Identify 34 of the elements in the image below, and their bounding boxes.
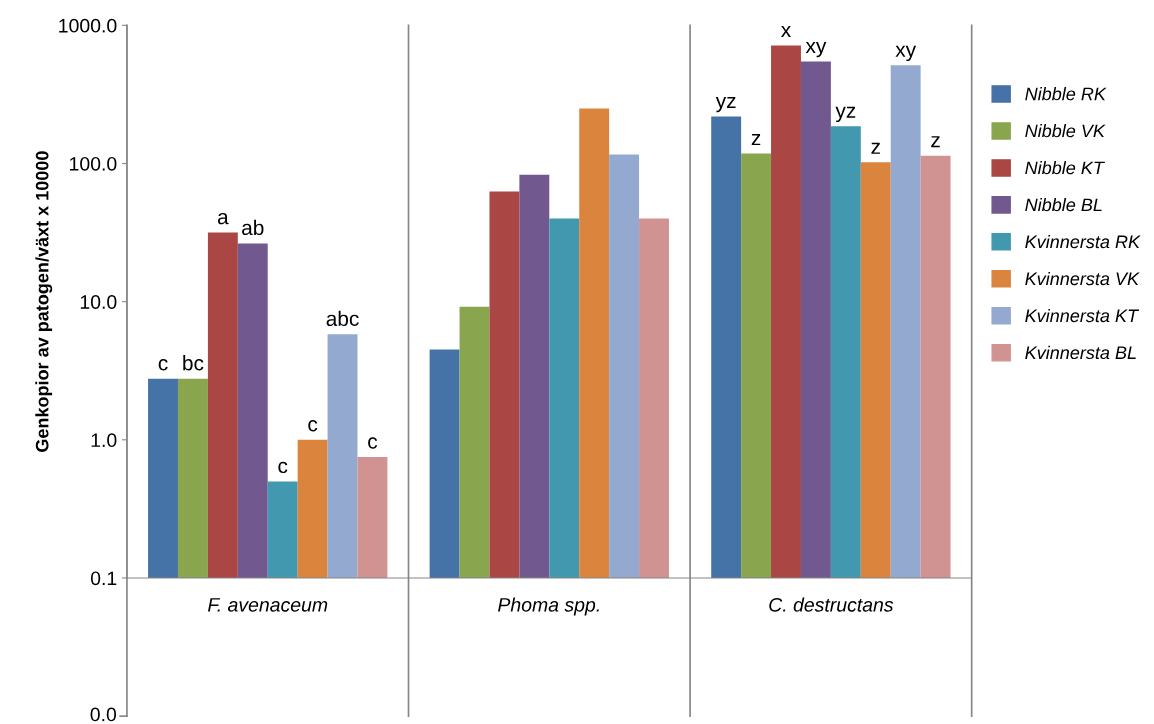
data-label: z [871, 142, 880, 154]
data-label: c [278, 461, 288, 474]
data-label: c [158, 358, 168, 371]
y-tick-label: 1.0 [91, 433, 117, 448]
data-label: ab [242, 219, 264, 236]
data-label: xy [805, 41, 827, 58]
y-axis-title: Genkopior av patogen/växt x 10000 [35, 151, 53, 452]
legend-label: Kvinnersta BL [1025, 345, 1136, 360]
data-label: yz [835, 106, 856, 123]
x-tick-label: F. avenaceum [207, 598, 328, 612]
data-label: a [217, 212, 229, 225]
data-label: c [368, 437, 378, 449]
legend-label: Kvinnersta RK [1025, 234, 1141, 249]
y-tick-label: 100.0 [70, 156, 117, 171]
data-label: c [308, 420, 318, 432]
data-label: abc [326, 310, 359, 327]
y-tick-label: 10.0 [80, 295, 117, 309]
legend-label: Nibble BL [1025, 197, 1102, 212]
legend-label: Nibble VK [1025, 124, 1106, 138]
legend-label: Nibble KT [1025, 161, 1105, 175]
x-tick-label: C. destructans [769, 597, 894, 612]
legend-label: Kvinnersta KT [1025, 308, 1140, 323]
y-tick-label: 1000.0 [59, 18, 117, 33]
data-label: x [781, 25, 791, 37]
data-label: z [751, 134, 761, 146]
data-label: yz [715, 96, 736, 113]
data-label: z [931, 136, 940, 148]
legend-label: Nibble RK [1025, 87, 1107, 101]
text: 0.0 [90, 707, 117, 722]
data-label: xy [895, 45, 917, 62]
y-tick-label: 0.1 [90, 571, 117, 586]
x-tick-label: Phoma spp. [498, 597, 599, 616]
legend-label: Kvinnersta VK [1025, 271, 1140, 286]
data-label: bc [183, 355, 204, 371]
